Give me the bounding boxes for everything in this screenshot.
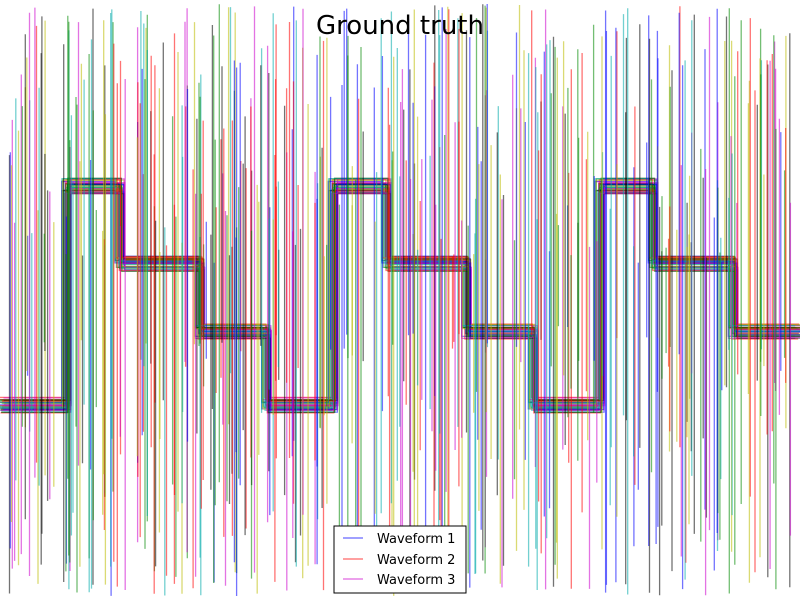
- legend-entry-waveform-1: Waveform 1: [343, 532, 455, 547]
- legend-label-waveform-1: Waveform 1: [377, 532, 455, 547]
- legend-label-waveform-2: Waveform 2: [377, 553, 455, 568]
- plot-area: [0, 4, 800, 596]
- waveform-trace: [0, 192, 800, 409]
- legend-entry-waveform-2: Waveform 2: [343, 553, 455, 568]
- legend-entry-waveform-3: Waveform 3: [343, 573, 455, 588]
- chart-title: Ground truth: [316, 11, 484, 41]
- legend-label-waveform-3: Waveform 3: [377, 573, 455, 588]
- legend: Waveform 1 Waveform 2 Waveform 3: [333, 525, 467, 594]
